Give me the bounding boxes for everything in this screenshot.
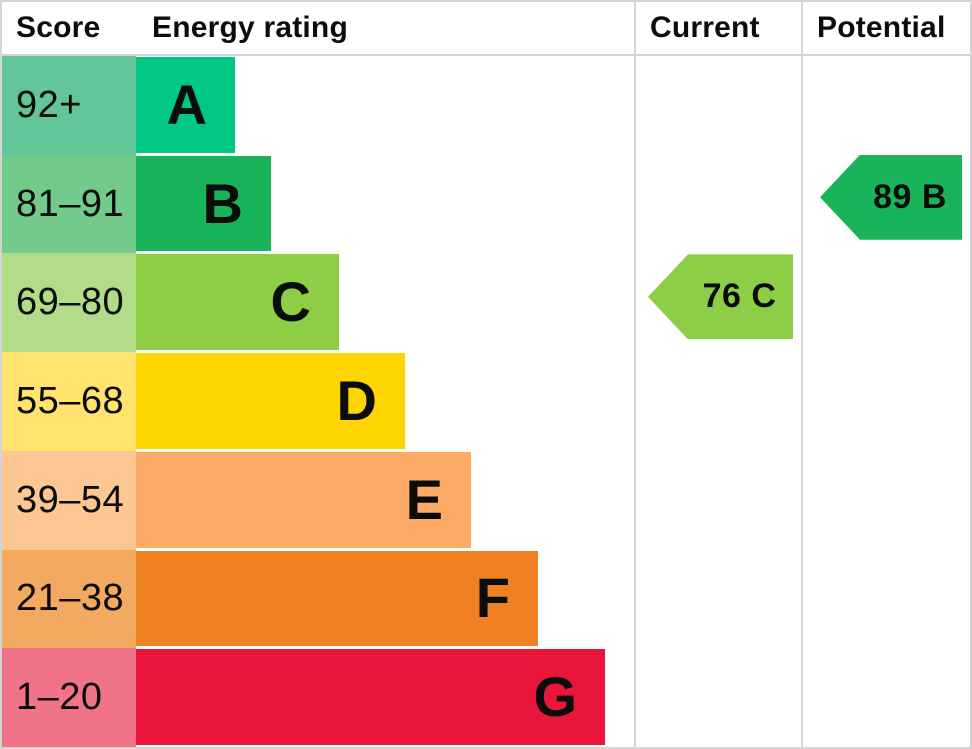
rating-cell-c: C bbox=[136, 253, 634, 353]
score-cell-e: 39–54 bbox=[2, 450, 136, 550]
rating-cell-d: D bbox=[136, 352, 634, 451]
rating-cell-b: B bbox=[136, 154, 634, 254]
band-letter-e: E bbox=[405, 467, 443, 531]
rating-cell-e: E bbox=[136, 450, 634, 550]
current-cell-b bbox=[634, 154, 801, 254]
current-cell-c: 76 C bbox=[634, 253, 801, 353]
current-rating-label: 76 C bbox=[702, 277, 777, 316]
band-letter-c: C bbox=[270, 270, 311, 334]
band-bar-g: G bbox=[136, 649, 605, 745]
rating-cell-a: A bbox=[136, 56, 634, 155]
potential-rating-label: 89 B bbox=[873, 177, 947, 216]
score-cell-g: 1–20 bbox=[2, 648, 136, 747]
potential-cell-f bbox=[801, 549, 970, 649]
band-bar-d: D bbox=[136, 353, 405, 449]
potential-cell-a bbox=[801, 56, 970, 155]
potential-cell-b: 89 B bbox=[801, 154, 970, 254]
score-cell-a: 92+ bbox=[2, 56, 136, 155]
band-bar-b: B bbox=[136, 155, 271, 252]
header-energy-rating: Energy rating bbox=[136, 2, 634, 56]
band-letter-a: A bbox=[166, 72, 207, 136]
current-cell-a bbox=[634, 56, 801, 155]
potential-cell-c bbox=[801, 253, 970, 353]
current-cell-g bbox=[634, 648, 801, 747]
band-letter-f: F bbox=[475, 566, 510, 630]
current-cell-f bbox=[634, 549, 801, 649]
score-cell-b: 81–91 bbox=[2, 154, 136, 254]
band-letter-b: B bbox=[202, 171, 243, 235]
potential-rating-arrow: 89 B bbox=[820, 154, 962, 240]
rating-cell-g: G bbox=[136, 648, 634, 747]
potential-cell-g bbox=[801, 648, 970, 747]
current-rating-arrow: 76 C bbox=[648, 254, 793, 340]
score-cell-f: 21–38 bbox=[2, 549, 136, 649]
band-letter-d: D bbox=[336, 368, 377, 432]
header-current: Current bbox=[634, 2, 801, 56]
band-bar-e: E bbox=[136, 451, 471, 548]
band-bar-f: F bbox=[136, 550, 538, 647]
header-potential: Potential bbox=[801, 2, 970, 56]
score-cell-d: 55–68 bbox=[2, 352, 136, 451]
potential-cell-e bbox=[801, 450, 970, 550]
header-score: Score bbox=[2, 2, 136, 56]
band-letter-g: G bbox=[533, 665, 577, 729]
current-cell-e bbox=[634, 450, 801, 550]
score-cell-c: 69–80 bbox=[2, 253, 136, 353]
potential-cell-d bbox=[801, 352, 970, 451]
band-bar-a: A bbox=[136, 57, 235, 153]
rating-cell-f: F bbox=[136, 549, 634, 649]
band-bar-c: C bbox=[136, 254, 339, 351]
current-cell-d bbox=[634, 352, 801, 451]
